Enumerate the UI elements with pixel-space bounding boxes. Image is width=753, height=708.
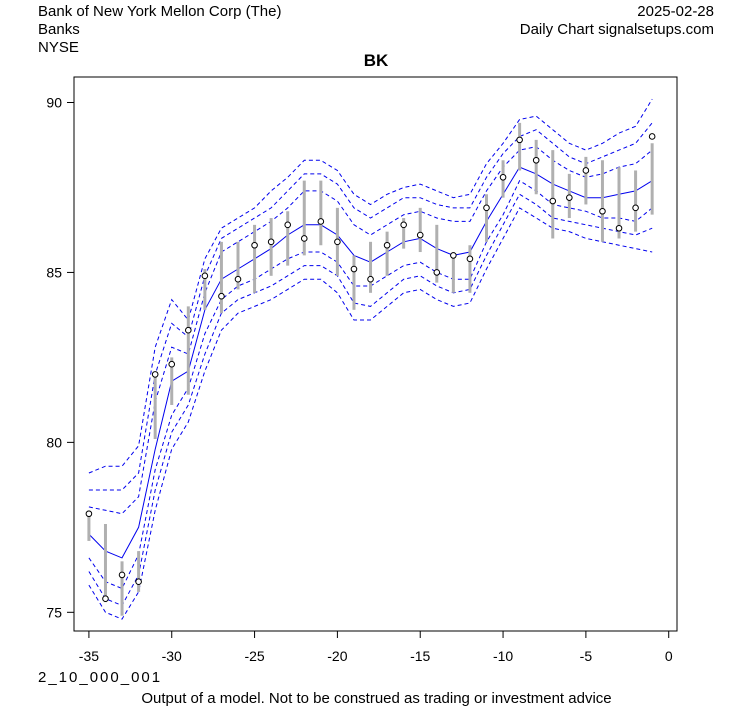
y-tick-label: 80 bbox=[46, 434, 62, 450]
x-tick-label: -35 bbox=[79, 648, 99, 664]
close-point bbox=[218, 292, 225, 300]
close-point bbox=[234, 275, 242, 283]
close-point bbox=[367, 275, 374, 283]
sector-label: Banks bbox=[38, 21, 80, 38]
close-point bbox=[334, 238, 341, 246]
close-point bbox=[201, 272, 209, 280]
close-point bbox=[582, 167, 590, 174]
x-axis: -35 -30 -25 -20 -15 -10 -5 0 bbox=[79, 631, 673, 664]
x-tick-label: 0 bbox=[665, 648, 673, 664]
disclaimer: Output of a model. Not to be construed a… bbox=[141, 690, 612, 707]
close-point bbox=[168, 360, 176, 368]
close-point bbox=[251, 241, 258, 249]
close-point bbox=[85, 510, 93, 518]
x-tick-label: -5 bbox=[580, 648, 593, 664]
band-line-0 bbox=[88, 98, 653, 474]
close-point bbox=[317, 218, 325, 225]
chart-source: Daily Chart signalsetups.com bbox=[519, 21, 714, 38]
daily-ranges bbox=[87, 122, 654, 616]
close-point bbox=[648, 133, 656, 140]
company-name: Bank of New York Mellon Corp (The) bbox=[38, 3, 282, 20]
close-point bbox=[516, 136, 523, 144]
close-point bbox=[267, 238, 275, 246]
band-line-2 bbox=[88, 146, 653, 515]
model-code: 2_10_000_001 bbox=[38, 669, 163, 686]
close-point bbox=[350, 265, 358, 273]
close-point bbox=[135, 578, 142, 586]
chart-date: 2025-02-28 bbox=[637, 3, 714, 20]
x-tick-label: -30 bbox=[162, 648, 182, 664]
y-tick-label: 75 bbox=[46, 604, 62, 620]
band-line-1 bbox=[88, 122, 653, 491]
close-point bbox=[549, 197, 557, 205]
close-point bbox=[102, 595, 109, 603]
plot-frame bbox=[73, 76, 678, 632]
x-tick-label: -15 bbox=[410, 648, 430, 664]
close-point bbox=[433, 269, 441, 276]
x-tick-label: -10 bbox=[493, 648, 513, 664]
close-point bbox=[566, 194, 573, 201]
exchange-label: NYSE bbox=[38, 39, 79, 56]
x-tick-label: -20 bbox=[327, 648, 347, 664]
close-point bbox=[118, 571, 126, 579]
close-point bbox=[499, 173, 507, 181]
close-point bbox=[383, 241, 391, 249]
close-points bbox=[85, 133, 656, 603]
y-tick-label: 85 bbox=[46, 264, 62, 280]
close-point bbox=[151, 371, 159, 378]
close-point bbox=[185, 326, 192, 334]
close-point bbox=[300, 235, 308, 242]
close-point bbox=[284, 221, 292, 229]
close-point bbox=[615, 224, 623, 232]
y-tick-label: 90 bbox=[46, 94, 62, 110]
band-line-5 bbox=[88, 193, 653, 607]
close-point bbox=[400, 221, 407, 229]
x-tick-label: -25 bbox=[244, 648, 264, 664]
y-axis: 75 80 85 90 bbox=[46, 94, 74, 620]
model-bands bbox=[88, 98, 653, 620]
close-point bbox=[599, 207, 606, 215]
chart-title: BK bbox=[364, 51, 389, 70]
close-point bbox=[483, 204, 490, 212]
close-point bbox=[466, 255, 474, 263]
band-line-6 bbox=[88, 207, 653, 620]
close-point bbox=[416, 231, 424, 239]
close-point bbox=[532, 156, 540, 164]
close-point bbox=[632, 204, 639, 212]
close-point bbox=[450, 252, 457, 259]
